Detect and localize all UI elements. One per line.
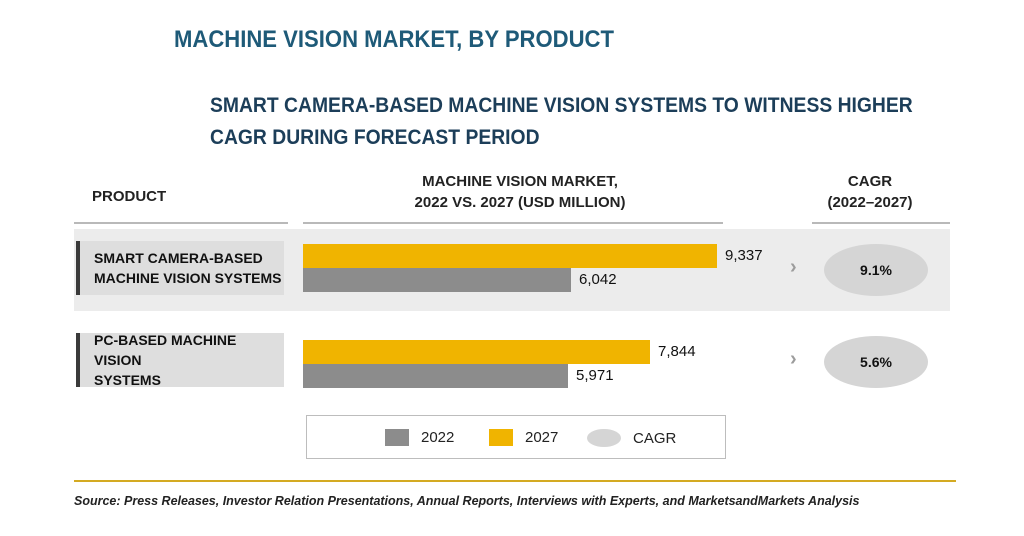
legend-swatch-2027 (489, 429, 513, 446)
data-label-2027-0: 9,337 (725, 247, 763, 264)
data-label-2027-1: 7,844 (658, 343, 696, 360)
category-label-line: MACHINE VISION SYSTEMS (94, 270, 282, 286)
legend-swatch-cagr (587, 429, 621, 447)
category-label-line: SYSTEMS (94, 372, 161, 388)
category-label-line: SMART CAMERA-BASED (94, 250, 263, 266)
category-label-pc-based: PC-BASED MACHINE VISION SYSTEMS (76, 332, 284, 388)
column-header-cagr: CAGR (2022–2027) (820, 171, 920, 213)
footer-divider (74, 480, 956, 482)
source-note: Source: Press Releases, Investor Relatio… (74, 494, 860, 508)
bar-2022-0 (303, 268, 571, 292)
cagr-value-0: 9.1% (824, 244, 928, 296)
legend-label-2027: 2027 (525, 429, 559, 446)
header-divider-product (74, 222, 288, 224)
bar-2027-1 (303, 340, 650, 364)
data-label-2022-1: 5,971 (576, 367, 614, 384)
cagr-value-1: 5.6% (824, 336, 928, 388)
column-header-product: PRODUCT (92, 188, 167, 205)
category-label-smart-camera: SMART CAMERA-BASED MACHINE VISION SYSTEM… (76, 241, 284, 295)
column-header-market-line2: 2022 VS. 2027 (USD MILLION) (414, 194, 626, 211)
chart-subtitle: SMART CAMERA-BASED MACHINE VISION SYSTEM… (210, 94, 913, 149)
header-divider-market (303, 222, 723, 224)
column-header-market-line1: MACHINE VISION MARKET, (422, 173, 618, 190)
chevron-right-icon: › (790, 256, 797, 278)
legend-swatch-2022 (385, 429, 409, 446)
legend-item-2022: 2022 (385, 429, 454, 446)
legend-item-2027: 2027 (489, 429, 558, 446)
legend-item-cagr: CAGR (587, 429, 676, 447)
column-header-market: MACHINE VISION MARKET, 2022 VS. 2027 (US… (370, 171, 670, 213)
bar-2022-1 (303, 364, 568, 388)
header-divider-cagr (812, 222, 950, 224)
column-header-cagr-line1: CAGR (847, 173, 893, 190)
legend-label-cagr: CAGR (633, 429, 677, 447)
page-title: MACHINE VISION MARKET, BY PRODUCT (174, 26, 615, 53)
legend-label-2022: 2022 (421, 429, 455, 446)
column-header-cagr-line2: (2022–2027) (827, 194, 913, 211)
chevron-right-icon: › (790, 348, 797, 370)
data-label-2022-0: 6,042 (579, 271, 617, 288)
legend: 2022 2027 CAGR (306, 415, 726, 459)
bar-2027-0 (303, 244, 717, 268)
category-label-line: PC-BASED MACHINE VISION (94, 332, 237, 368)
